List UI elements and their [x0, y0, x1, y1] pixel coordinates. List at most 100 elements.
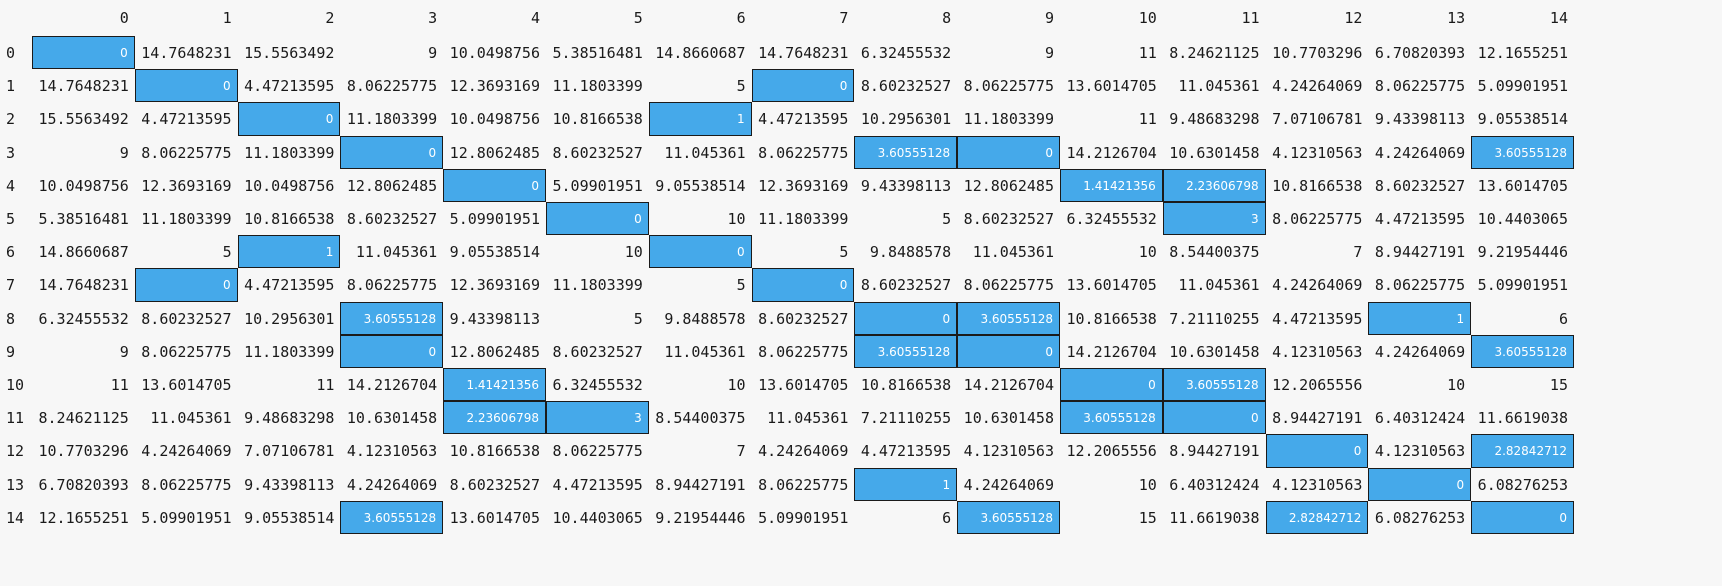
table-cell: 9.05538514: [244, 508, 335, 527]
table-cell: 6: [942, 508, 952, 527]
highlighted-cell: 3.60555128: [854, 135, 958, 169]
table-cell: 9.21954446: [1477, 243, 1568, 262]
table-cell: 4.47213595: [758, 110, 849, 129]
row-header: 11: [6, 409, 25, 428]
highlighted-cell: 3: [1162, 202, 1266, 236]
highlighted-cell: 0: [1471, 500, 1574, 534]
row-header: 10: [6, 376, 25, 394]
table-cell: 5: [633, 309, 643, 328]
highlighted-cell: 2.82842712: [1471, 434, 1574, 468]
highlighted-cell: 0: [957, 334, 1060, 368]
table-cell: 11.1803399: [141, 210, 232, 228]
table-cell: 8.06225775: [758, 475, 849, 494]
table-cell: 6.40312424: [1374, 409, 1466, 428]
table-cell: 14.2126704: [1066, 143, 1157, 162]
row-header: 3: [6, 143, 16, 162]
table-cell: 15.5563492: [38, 110, 129, 129]
table-cell: 4.12310563: [1272, 143, 1363, 162]
table-cell: 11.1803399: [552, 276, 643, 295]
highlighted-cell: 1.41421356: [443, 368, 546, 402]
table-cell: 8.94427191: [655, 475, 746, 494]
column-header: 12: [1344, 9, 1363, 27]
table-cell: 8.60232527: [346, 210, 438, 228]
table-cell: 8.54400375: [655, 409, 746, 428]
table-cell: 11.1803399: [963, 110, 1054, 129]
table-cell: 7.21110255: [1169, 309, 1260, 328]
table-cell: 9.05538514: [1477, 110, 1568, 129]
table-cell: 8.06225775: [1272, 210, 1363, 228]
table-cell: 4.24264069: [1272, 77, 1363, 96]
column-header: 2: [325, 9, 335, 27]
table-cell: 5: [222, 243, 232, 262]
highlighted-cell: 0: [648, 235, 752, 269]
table-cell: 13.6014705: [1477, 176, 1568, 195]
highlighted-cell: 2.82842712: [1265, 500, 1369, 534]
highlighted-cell: 0: [32, 36, 135, 70]
table-cell: 13.6014705: [449, 508, 540, 527]
table-cell: 4.24264069: [1272, 276, 1363, 295]
table-cell: 11.045361: [150, 409, 232, 428]
table-cell: 4.47213595: [552, 475, 643, 494]
column-header: 7: [839, 9, 849, 27]
table-cell: 12.8062485: [346, 176, 438, 195]
table-cell: 4.12310563: [1374, 442, 1466, 461]
table-cell: 10.8166538: [244, 210, 335, 228]
column-header: 13: [1447, 9, 1466, 27]
table-cell: 11.045361: [664, 342, 746, 361]
column-header: 14: [1549, 9, 1568, 27]
table-cell: 8.06225775: [963, 276, 1054, 295]
table-cell: 5.09901951: [552, 176, 643, 195]
table-cell: 8.06225775: [963, 77, 1054, 96]
column-header: 5: [633, 9, 643, 27]
table-cell: 8.06225775: [141, 342, 232, 361]
highlighted-cell: 1: [648, 102, 752, 136]
highlighted-cell: 3.60555128: [1060, 401, 1163, 435]
table-cell: 12.8062485: [963, 176, 1054, 195]
table-cell: 11.6619038: [1169, 508, 1260, 527]
table-cell: 5.09901951: [1477, 276, 1568, 295]
table-cell: 10.6301458: [1169, 342, 1260, 361]
table-cell: 7: [736, 442, 746, 461]
highlighted-cell: 0: [546, 202, 649, 236]
table-cell: 10.0498756: [449, 110, 540, 129]
table-cell: 15: [1138, 508, 1157, 527]
table-cell: 11.1803399: [244, 342, 335, 361]
highlighted-cell: 0: [1162, 401, 1266, 435]
row-header: 2: [6, 110, 16, 129]
table-cell: 5.38516481: [552, 44, 643, 62]
column-header: 10: [1138, 9, 1157, 27]
table-cell: 8.60232527: [860, 276, 952, 295]
table-cell: 4.24264069: [1374, 342, 1466, 361]
table-cell: 12.1655251: [1477, 44, 1568, 62]
table-cell: 10.2956301: [860, 110, 952, 129]
table-cell: 5: [839, 243, 849, 262]
table-cell: 4.47213595: [860, 442, 952, 461]
column-header: 0: [119, 9, 129, 27]
table-cell: 14.8660687: [38, 243, 129, 262]
table-cell: 10.4403065: [552, 508, 643, 527]
table-cell: 14.2126704: [963, 376, 1054, 394]
table-cell: 9: [119, 143, 129, 162]
table-cell: 11.045361: [1178, 77, 1260, 96]
table-cell: 9.43398113: [860, 176, 952, 195]
table-cell: 4.12310563: [1272, 475, 1363, 494]
table-cell: 12.8062485: [449, 143, 540, 162]
highlighted-cell: 3.60555128: [1162, 368, 1266, 402]
table-cell: 12.3693169: [449, 276, 540, 295]
table-cell: 12.2065556: [1272, 376, 1363, 394]
table-cell: 4.24264069: [963, 475, 1054, 494]
table-cell: 10.6301458: [1169, 143, 1260, 162]
highlighted-cell: 0: [1368, 467, 1472, 501]
row-header: 4: [6, 176, 16, 195]
table-cell: 14.8660687: [655, 44, 746, 62]
table-cell: 10: [624, 243, 643, 262]
table-cell: 9.8488578: [869, 243, 952, 262]
table-cell: 7.07106781: [1272, 110, 1363, 129]
table-cell: 5.09901951: [141, 508, 232, 527]
table-cell: 8.06225775: [346, 77, 438, 96]
column-header: 3: [428, 9, 438, 27]
table-cell: 4.12310563: [1272, 342, 1363, 361]
table-cell: 8.06225775: [141, 143, 232, 162]
table-cell: 11.1803399: [346, 110, 438, 129]
table-cell: 4.12310563: [346, 442, 438, 461]
